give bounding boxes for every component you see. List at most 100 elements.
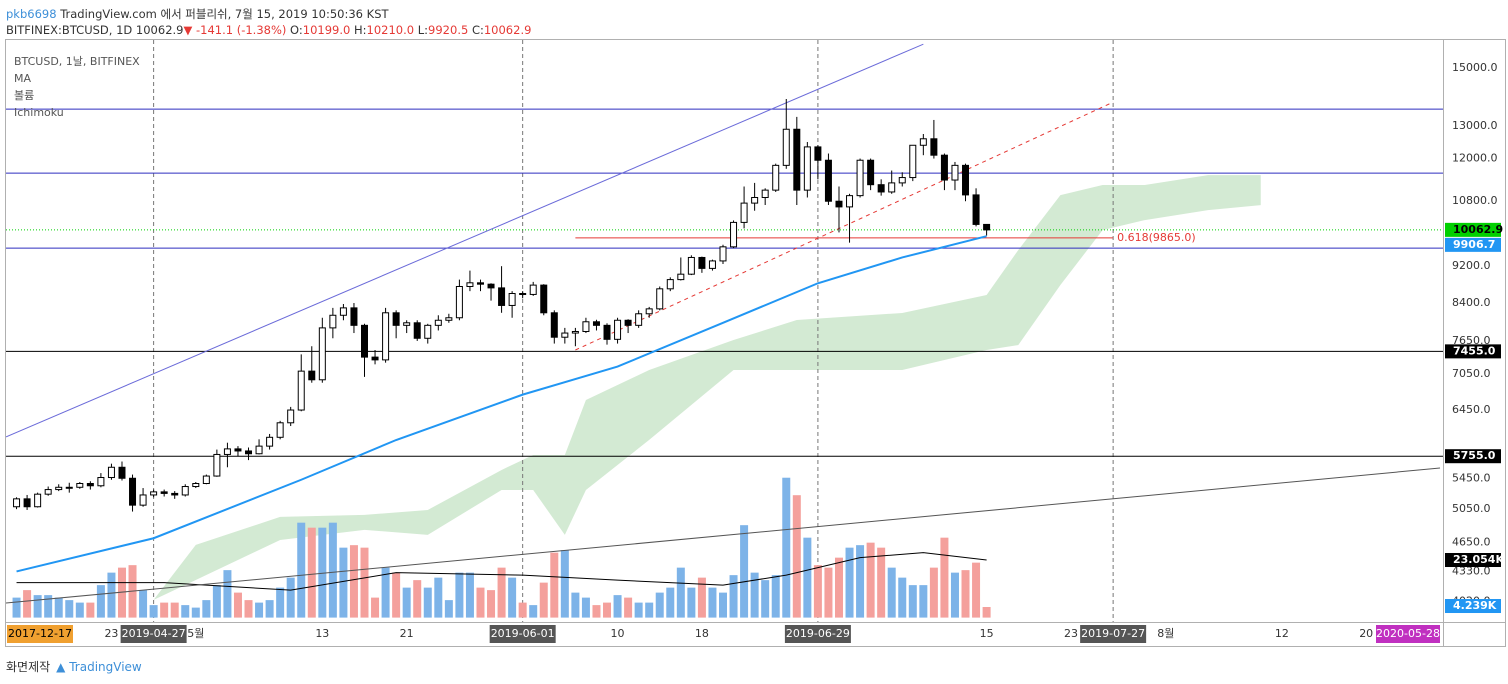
ma-label-box [1445,237,1501,252]
volume-bar [181,605,190,618]
y-tick-label: 9200.0 [1452,259,1491,272]
trend-line [6,467,1441,604]
volume-bar [139,590,148,618]
change: -141.1 (-1.38%) [196,23,287,37]
candle-body [687,256,695,275]
volume-bar [297,522,306,618]
candle-body [255,445,263,455]
candle-body [76,483,84,488]
volume-bar [613,595,622,618]
candle-body [508,292,516,306]
volume-bar [265,600,274,618]
volume-bar [792,495,801,618]
y-tick-label: 4650.0 [1452,536,1491,549]
candle-body [740,202,748,223]
candle-body [466,282,474,287]
volume-bar [697,577,706,618]
volume-bar [961,570,970,618]
volume-bar [655,592,664,618]
volume-ma [16,552,987,591]
candle-body [719,246,727,262]
legend-entry: Ichimoku [14,106,64,119]
volume-bar [75,602,84,618]
x-tick-label: 15 [980,627,994,640]
candle-body [962,164,970,196]
volume-bar [771,575,780,618]
volume-bar [687,587,696,618]
candle-body [772,164,780,191]
candle-body [940,154,948,181]
volume-bar [571,592,580,618]
level-label-box [1445,344,1501,359]
volume-bar [508,577,517,618]
volume-bar [244,600,253,618]
marker-label: 2019-06-01 [491,627,555,640]
candle-body [730,221,738,248]
volume-bar [86,602,95,618]
plot: 0.618(9865.0) BTCUSD, 1날, BITFINEX MA 볼륨 Ich… [6,40,1443,622]
brand[interactable]: ▲ TradingView [56,660,142,674]
volume-bar [402,587,411,618]
volume-bar [803,537,812,618]
volume-bar [465,572,474,618]
corner-date-box [7,625,73,643]
volume-bar [834,557,843,618]
chart: 0.618(9865.0) BTCUSD, 1날, BITFINEX MA 볼륨 Ich… [5,39,1506,647]
marker-box [489,625,556,643]
candle-body [698,256,706,269]
candle-body [571,330,579,334]
marker-box [120,625,187,643]
candle-body [339,307,347,316]
ohlc-h-val: 10210.0 [366,23,415,37]
volume-bar [191,607,200,618]
candle-body [434,319,442,326]
candle-body [245,450,253,455]
candle-body [624,319,632,326]
volume-bar [233,592,242,618]
volume-bar [887,567,896,618]
trend-line [575,101,1114,351]
candle-body [983,223,991,231]
volume-bar [223,570,232,618]
ohlc-c-val: 10062.9 [483,23,532,37]
volume-bar [645,602,654,618]
price: 10062.9 [135,23,184,37]
x-tick-label: 23 [1064,627,1078,640]
x-tick-label: 12 [1275,627,1289,640]
corner-date: 2017-12-17 [8,627,72,640]
candle-body [898,177,906,184]
volume-bar [497,567,506,618]
volume-bar [381,567,390,618]
volume-label-box [1445,599,1501,614]
x-tick-label: 10 [611,627,625,640]
candle-body [44,489,52,495]
candle-body [476,282,484,285]
ichimoku-cloud [153,175,1261,600]
ohlc-o-val: 10199.0 [302,23,351,37]
candle-body [297,370,305,411]
volume-bar [666,587,675,618]
ohlc-c: C: [471,23,484,37]
volume-bar [434,577,443,618]
volume-bar [729,575,738,618]
ohlc-l-val: 9920.5 [428,23,469,37]
last-price-label: 10062.9 [1453,223,1503,236]
marker-label: 2019-06-29 [786,627,850,640]
candle-body [519,292,527,295]
volume-bar [550,552,559,618]
candle-body [793,128,801,191]
corner-date-box [1376,625,1440,643]
marker-label: 2019-07-27 [1081,627,1145,640]
last-price-label-box [1445,222,1501,237]
candle-body [34,493,42,508]
volume-bar [444,600,453,618]
volume-bar [328,522,337,618]
candle-body [192,483,200,488]
user[interactable]: pkb6698 [6,7,57,21]
candle-body [846,195,854,208]
y-tick-label: 6450.0 [1452,403,1491,416]
candle-body [160,491,168,494]
marker-box [1080,625,1147,643]
ohlc-o: O: [290,23,303,37]
y-tick-label: 7650.0 [1452,334,1491,347]
